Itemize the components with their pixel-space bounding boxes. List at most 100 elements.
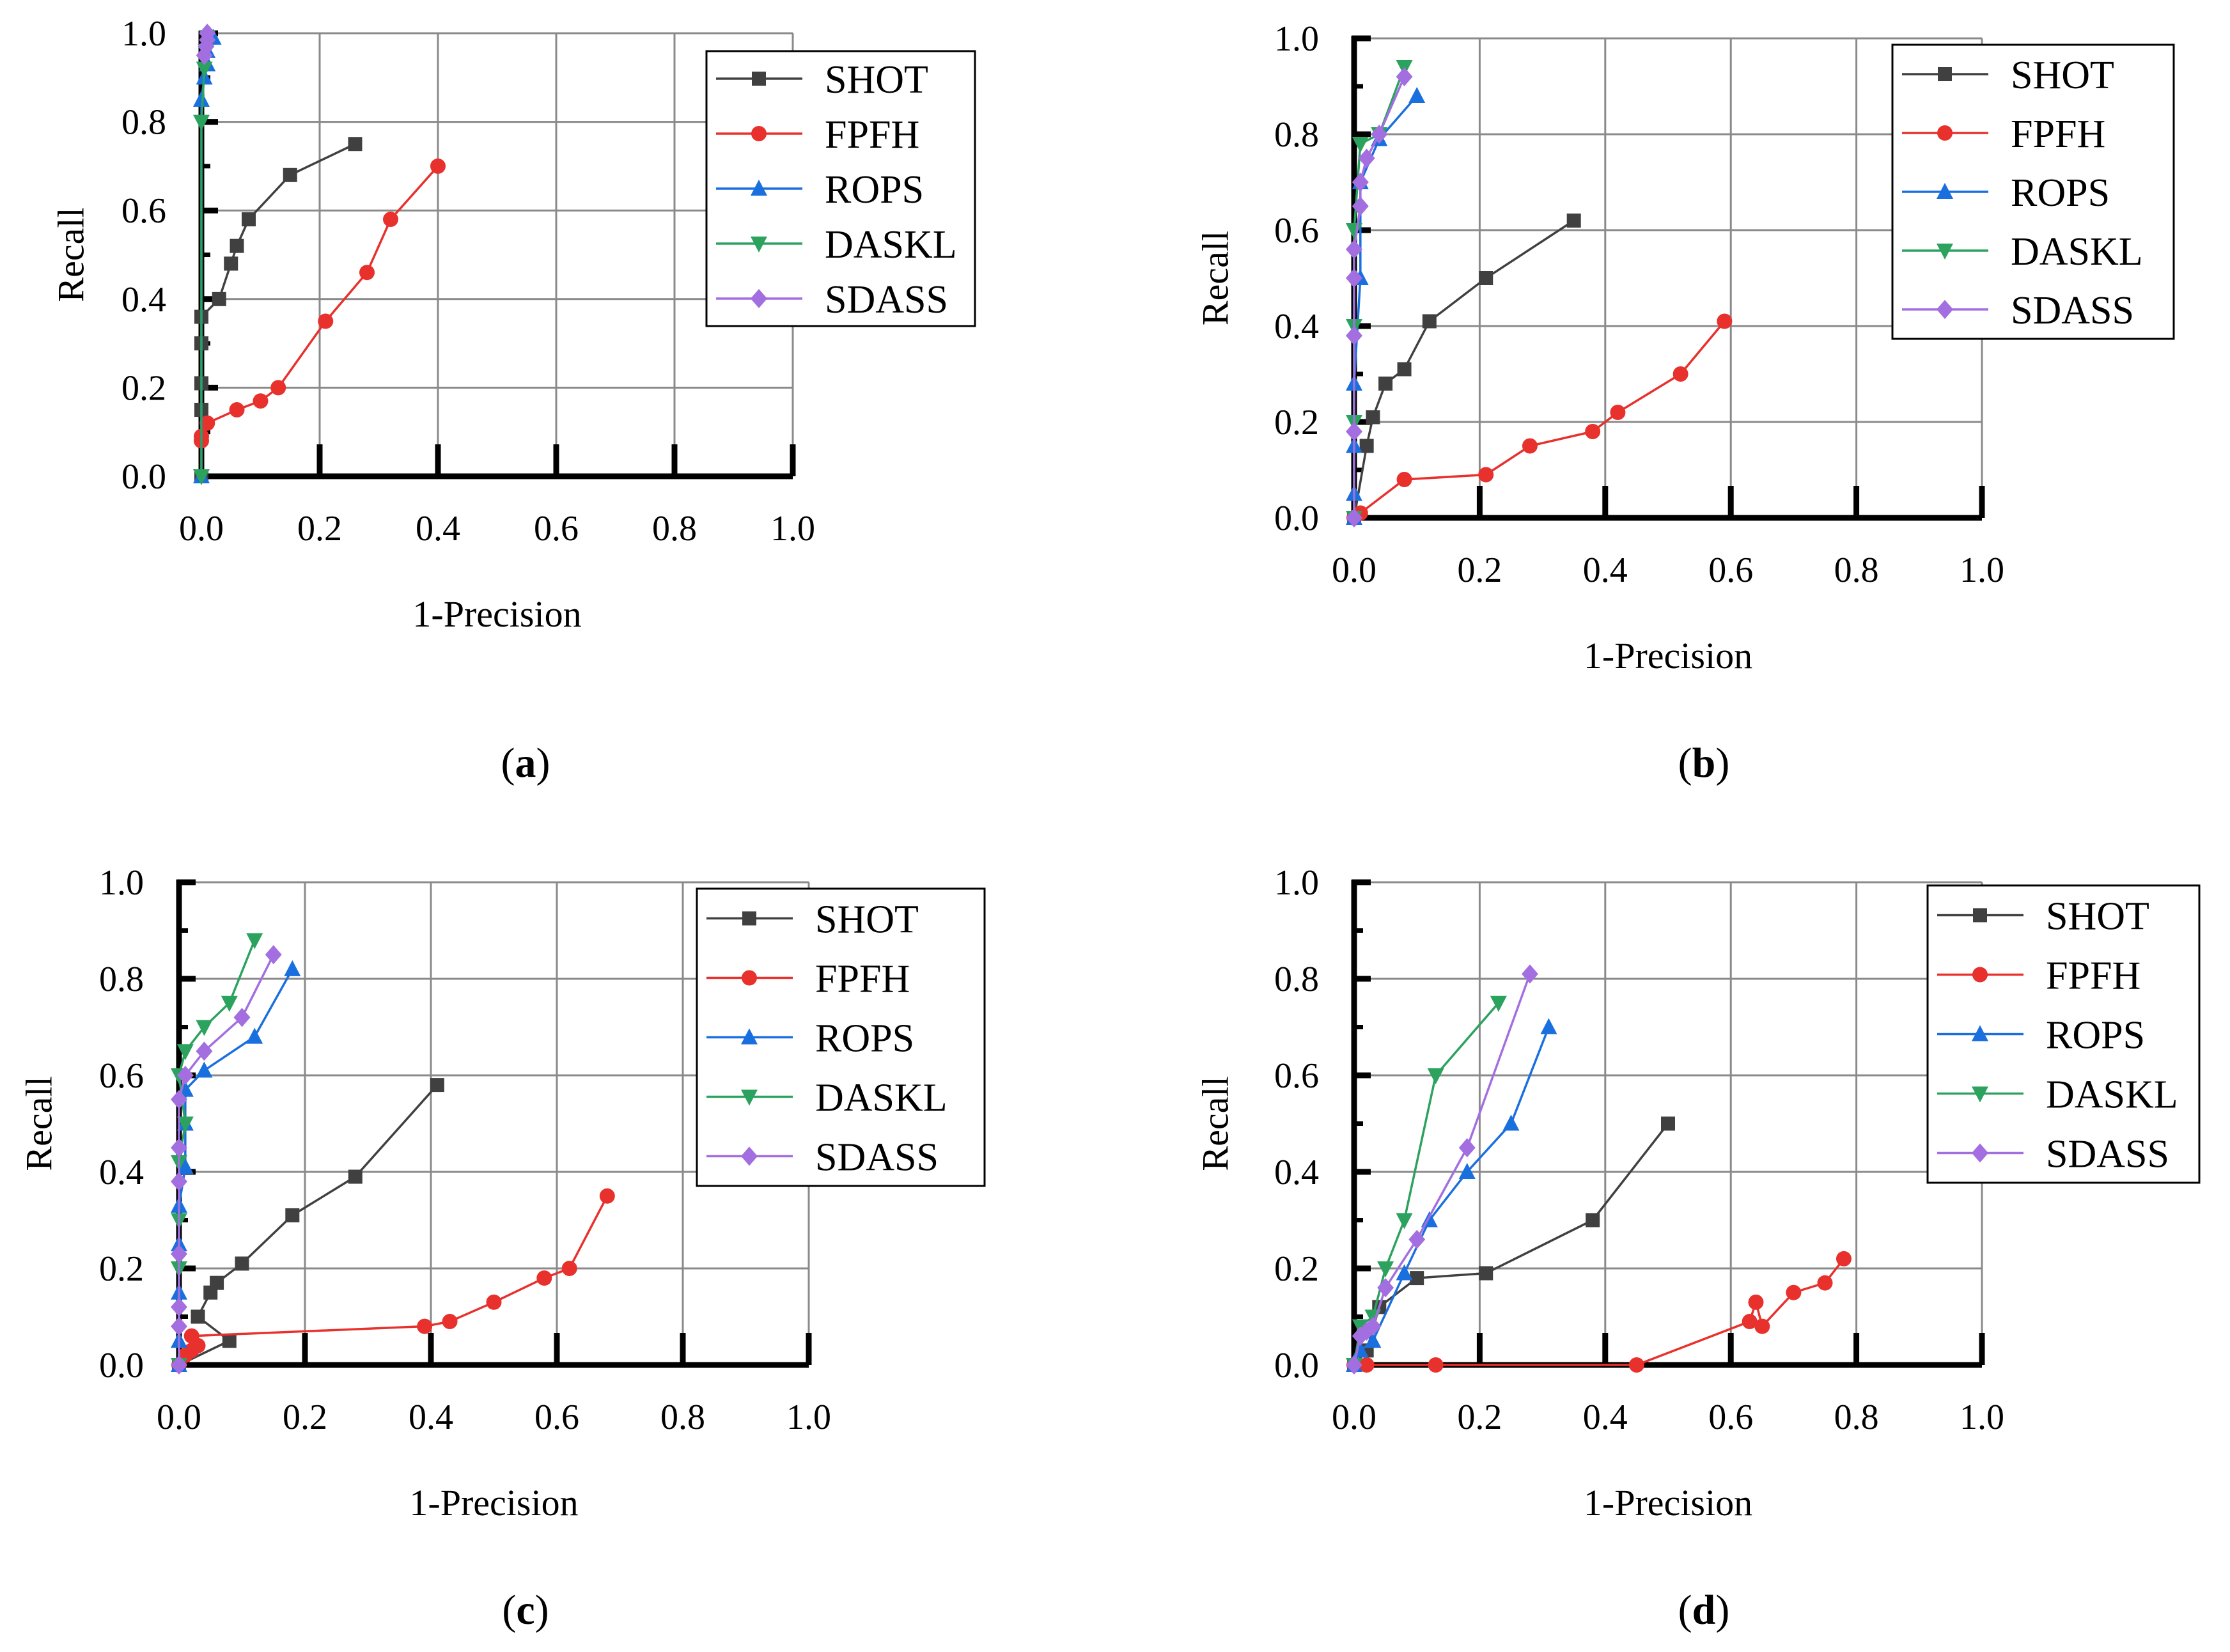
x-tick-label: 0.0 bbox=[157, 1398, 201, 1437]
data-point-fpfh bbox=[1817, 1275, 1833, 1291]
data-point-sdass bbox=[171, 1297, 187, 1317]
legend-marker bbox=[1937, 300, 1953, 319]
data-point-sdass bbox=[196, 1041, 213, 1061]
data-point-fpfh bbox=[1359, 1357, 1375, 1373]
data-point-sdass bbox=[1364, 1316, 1382, 1336]
legend-label: SHOT bbox=[2046, 895, 2149, 939]
series-line-daskl bbox=[178, 939, 256, 1365]
data-point-rops bbox=[1396, 1264, 1413, 1281]
legend-item-rops: ROPS bbox=[1902, 171, 2110, 215]
legend-label: DASKL bbox=[815, 1077, 947, 1120]
data-point-shot bbox=[1586, 1213, 1600, 1227]
y-tick-label: 1.0 bbox=[1274, 863, 1319, 903]
chart-panel-d: 0.0 0.2 0.4 0.6 0.8 1.0 0.0 0.2 0.4 0.6 0.8 1.0 1-Pr… bbox=[1194, 863, 2201, 1633]
panel-label: (b) bbox=[1678, 740, 1730, 786]
data-point-rops bbox=[1364, 1332, 1382, 1348]
data-point-shot bbox=[1410, 1271, 1424, 1286]
series-daskl bbox=[1346, 995, 1507, 1374]
series-fpfh bbox=[194, 158, 446, 449]
series-rops bbox=[1346, 87, 1426, 525]
data-point-daskl bbox=[1396, 1213, 1413, 1229]
grid bbox=[1354, 37, 1983, 518]
data-point-shot bbox=[222, 1334, 237, 1348]
chart-panel-c: 0.0 0.2 0.4 0.6 0.8 1.0 0.0 0.2 0.4 0.6 0.8 1.0 1-Pr… bbox=[18, 863, 986, 1633]
data-point-daskl bbox=[1490, 995, 1507, 1012]
data-point-sdass bbox=[199, 24, 216, 43]
legend-item-rops: ROPS bbox=[1937, 1014, 2145, 1057]
legend-label: FPFH bbox=[2011, 113, 2105, 156]
data-point-sdass bbox=[1358, 148, 1375, 168]
legend-marker bbox=[1972, 1025, 1988, 1041]
data-point-shot bbox=[210, 1275, 224, 1290]
legend-item-daskl: DASKL bbox=[1902, 230, 2143, 274]
x-tick-label: 0.2 bbox=[283, 1398, 327, 1437]
legend-label: FPFH bbox=[815, 958, 910, 1001]
data-point-fpfh bbox=[1628, 1357, 1644, 1373]
series-group bbox=[193, 24, 446, 485]
chart-panel-b: 0.0 0.2 0.4 0.6 0.8 1.0 0.0 0.2 0.4 0.6 0.8 1.0 1-Pr… bbox=[1194, 19, 2175, 786]
legend-marker bbox=[752, 72, 766, 86]
data-point-sdass bbox=[171, 1244, 187, 1264]
series-shot bbox=[1347, 214, 1581, 525]
y-tick-label: 0.2 bbox=[1274, 403, 1319, 442]
data-point-daskl bbox=[246, 933, 263, 949]
data-point-fpfh bbox=[1672, 366, 1688, 382]
data-point-fpfh bbox=[199, 415, 215, 431]
y-tick-label: 1.0 bbox=[99, 863, 144, 903]
x-tick-label: 0.4 bbox=[1583, 1398, 1628, 1437]
x-axis-title: 1-Precision bbox=[409, 1482, 578, 1523]
data-point-fpfh bbox=[270, 380, 286, 396]
x-tick-label: 0.0 bbox=[179, 509, 224, 549]
data-point-sdass bbox=[1377, 1278, 1394, 1298]
data-point-rops bbox=[1408, 87, 1426, 103]
legend-marker bbox=[741, 1146, 758, 1166]
legend-marker bbox=[741, 1089, 758, 1106]
data-point-sdass bbox=[1396, 67, 1413, 86]
data-point-daskl bbox=[1427, 1068, 1444, 1084]
data-point-shot bbox=[1359, 439, 1374, 453]
data-point-sdass bbox=[1346, 240, 1362, 259]
data-point-daskl bbox=[1352, 137, 1369, 153]
legend-label: ROPS bbox=[825, 168, 924, 212]
x-tick-label: 0.8 bbox=[660, 1398, 705, 1437]
legend-marker bbox=[751, 289, 767, 308]
y-tick-label: 0.2 bbox=[121, 368, 166, 408]
legend-marker bbox=[1972, 1143, 1988, 1163]
y-tick-label: 0.2 bbox=[1274, 1249, 1319, 1289]
x-tick-label: 0.6 bbox=[534, 1398, 579, 1437]
data-point-shot bbox=[191, 1309, 205, 1324]
legend-label: DASKL bbox=[2011, 230, 2143, 274]
data-point-shot bbox=[1378, 377, 1393, 391]
legend: SHOT FPFH ROPS DASKL SDASS bbox=[696, 887, 986, 1187]
legend-item-sdass: SDASS bbox=[706, 1136, 939, 1180]
data-point-sdass bbox=[171, 1089, 187, 1109]
data-point-fpfh bbox=[253, 393, 269, 409]
series-group bbox=[171, 933, 615, 1375]
series-sdass bbox=[171, 945, 282, 1375]
series-fpfh bbox=[1346, 313, 1733, 526]
data-point-shot bbox=[224, 256, 238, 271]
y-tick-label: 0.6 bbox=[99, 1056, 144, 1096]
legend-item-daskl: DASKL bbox=[1937, 1073, 2178, 1117]
data-point-fpfh bbox=[599, 1188, 615, 1204]
legend-marker bbox=[1937, 125, 1953, 141]
legend-item-rops: ROPS bbox=[716, 168, 924, 212]
data-point-fpfh bbox=[1522, 438, 1538, 454]
data-point-fpfh bbox=[486, 1294, 502, 1310]
data-point-shot bbox=[1422, 314, 1437, 329]
data-point-daskl bbox=[221, 995, 238, 1012]
x-tick-label: 0.0 bbox=[1332, 1398, 1376, 1437]
y-tick-label: 0.0 bbox=[1274, 1346, 1319, 1385]
series-rops bbox=[1346, 1018, 1557, 1372]
data-point-fpfh bbox=[359, 265, 375, 281]
data-point-fpfh bbox=[561, 1261, 577, 1276]
data-point-shot bbox=[1366, 410, 1380, 425]
legend-item-shot: SHOT bbox=[706, 898, 919, 942]
legend-label: SHOT bbox=[815, 898, 919, 942]
legend-marker bbox=[1937, 183, 1953, 199]
legend-label: SDASS bbox=[2046, 1133, 2169, 1176]
series-line-fpfh bbox=[1354, 1258, 1845, 1366]
x-tick-label: 0.4 bbox=[409, 1398, 453, 1437]
data-point-shot bbox=[285, 1208, 300, 1222]
